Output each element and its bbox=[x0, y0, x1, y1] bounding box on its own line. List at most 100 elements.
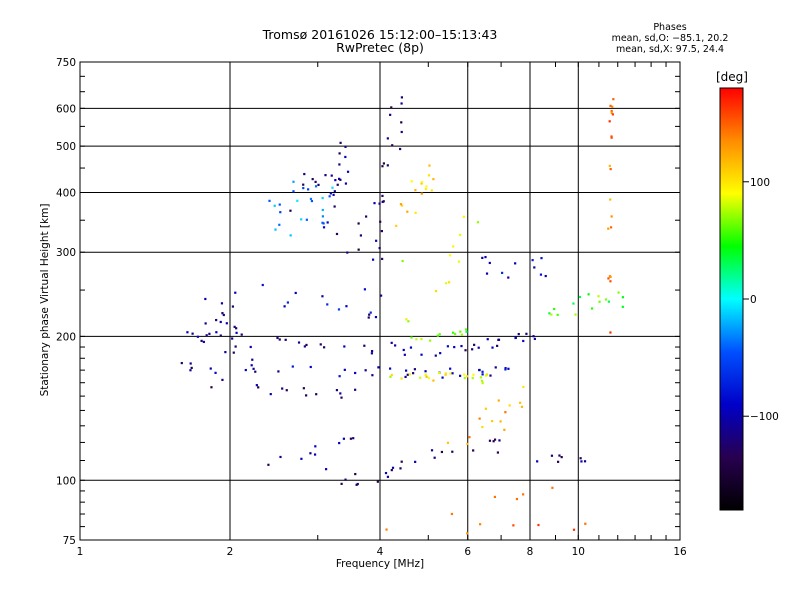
data-point bbox=[186, 331, 189, 334]
data-point bbox=[322, 226, 326, 229]
data-point bbox=[587, 293, 590, 296]
data-point bbox=[307, 188, 310, 191]
data-point bbox=[463, 376, 466, 380]
data-point bbox=[277, 370, 280, 373]
data-point bbox=[391, 466, 395, 469]
data-point bbox=[269, 393, 272, 396]
data-point bbox=[550, 313, 553, 316]
data-point bbox=[444, 373, 447, 376]
data-point bbox=[522, 385, 525, 389]
data-point bbox=[340, 482, 343, 485]
data-point bbox=[400, 377, 403, 380]
data-point bbox=[486, 338, 489, 341]
data-point bbox=[386, 164, 389, 167]
data-point bbox=[268, 199, 271, 202]
data-point bbox=[219, 320, 222, 324]
data-point bbox=[310, 199, 314, 203]
data-point bbox=[355, 483, 358, 486]
data-point bbox=[400, 460, 403, 463]
data-point bbox=[558, 454, 561, 457]
data-point bbox=[344, 145, 347, 148]
data-point bbox=[439, 352, 442, 355]
data-point bbox=[340, 396, 343, 399]
data-point bbox=[294, 291, 297, 295]
data-point bbox=[610, 215, 613, 218]
data-point bbox=[504, 367, 507, 370]
data-point bbox=[382, 200, 385, 203]
data-point bbox=[481, 370, 484, 373]
data-point bbox=[583, 460, 587, 463]
data-point bbox=[330, 174, 333, 177]
colorbar-label: [deg] bbox=[716, 70, 748, 84]
grid-lines bbox=[80, 62, 680, 540]
data-point bbox=[604, 298, 608, 301]
data-point bbox=[501, 271, 504, 274]
data-point bbox=[434, 354, 437, 357]
data-point bbox=[240, 333, 243, 336]
data-point bbox=[346, 251, 349, 254]
data-point bbox=[496, 344, 499, 347]
data-point bbox=[391, 144, 394, 147]
data-point bbox=[550, 454, 554, 457]
data-point bbox=[381, 194, 384, 198]
data-point bbox=[468, 436, 471, 439]
data-point bbox=[609, 168, 612, 171]
data-point bbox=[251, 358, 254, 361]
data-point bbox=[399, 203, 403, 206]
data-point bbox=[491, 419, 494, 423]
data-point bbox=[471, 376, 474, 380]
data-point bbox=[180, 361, 183, 365]
data-point bbox=[315, 393, 318, 396]
data-point bbox=[244, 368, 247, 372]
x-tick-label: 6 bbox=[464, 546, 471, 558]
data-point bbox=[357, 248, 360, 251]
data-point bbox=[324, 174, 327, 177]
data-point bbox=[234, 291, 237, 294]
data-point bbox=[225, 322, 228, 325]
data-point bbox=[332, 193, 335, 196]
stats-heading: Phases bbox=[653, 22, 687, 33]
data-point bbox=[261, 283, 264, 287]
data-point bbox=[609, 226, 613, 229]
data-point bbox=[390, 469, 393, 472]
data-point bbox=[441, 376, 444, 379]
data-point bbox=[533, 266, 536, 269]
data-point bbox=[609, 275, 612, 278]
data-point bbox=[405, 318, 408, 321]
data-point bbox=[460, 344, 463, 348]
data-point bbox=[388, 367, 392, 370]
data-point bbox=[190, 366, 193, 370]
data-point bbox=[367, 316, 370, 319]
data-point bbox=[514, 262, 517, 265]
data-point bbox=[309, 365, 312, 369]
data-point bbox=[344, 478, 347, 481]
data-point bbox=[344, 182, 348, 185]
data-point bbox=[507, 276, 510, 279]
data-point bbox=[484, 374, 488, 377]
data-point bbox=[285, 389, 288, 392]
data-point bbox=[292, 190, 295, 193]
x-axis-label: Frequency [MHz] bbox=[336, 558, 424, 570]
data-point bbox=[532, 335, 535, 338]
data-point bbox=[305, 394, 308, 397]
data-point bbox=[420, 180, 424, 184]
data-point bbox=[311, 178, 314, 181]
data-point bbox=[281, 387, 284, 390]
data-point bbox=[420, 337, 423, 341]
data-point bbox=[478, 417, 481, 420]
data-point bbox=[427, 174, 431, 177]
data-point bbox=[410, 180, 413, 183]
data-point bbox=[412, 372, 415, 375]
data-point bbox=[232, 351, 235, 354]
data-point bbox=[408, 373, 411, 376]
data-point bbox=[373, 202, 376, 205]
data-point bbox=[424, 187, 428, 191]
data-point bbox=[221, 312, 224, 315]
data-point bbox=[525, 332, 528, 335]
x-tick-label: 10 bbox=[572, 546, 585, 558]
data-point bbox=[597, 295, 600, 298]
data-point bbox=[250, 364, 253, 367]
data-point bbox=[438, 333, 441, 336]
data-point bbox=[607, 277, 610, 280]
data-point bbox=[404, 375, 407, 379]
